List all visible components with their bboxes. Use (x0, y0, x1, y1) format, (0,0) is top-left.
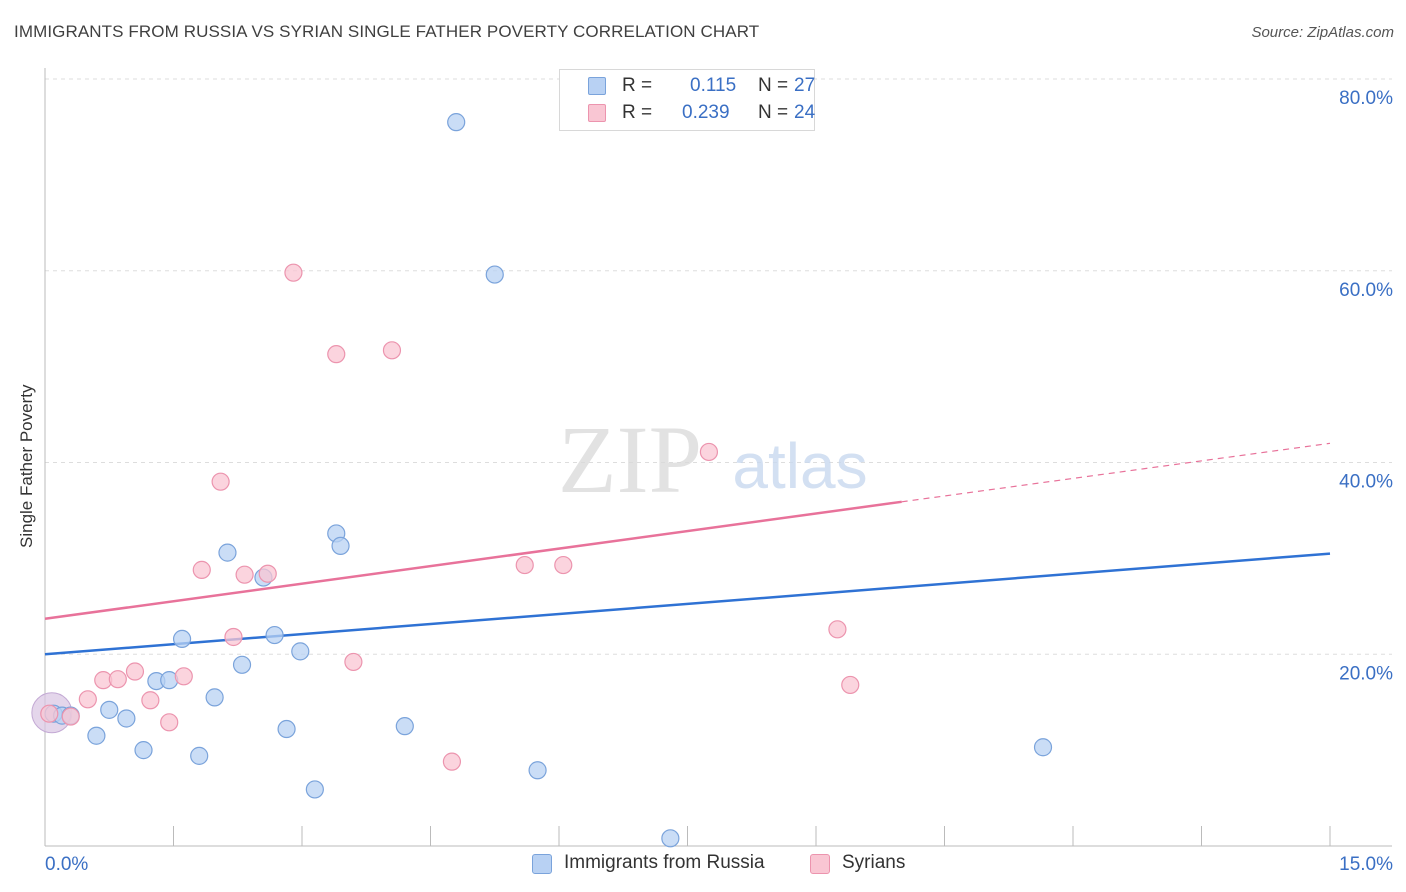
data-point-syria (78, 690, 97, 709)
bottom-legend-label-russia: Immigrants from Russia (564, 852, 765, 873)
legend-n-label: N = (758, 75, 789, 96)
grid-layer (45, 78, 1392, 655)
watermark-zip: ZIP (558, 406, 702, 513)
data-point-russia (265, 625, 284, 645)
data-point-russia (190, 746, 209, 765)
data-point-syria (160, 713, 179, 732)
legend-r-value: 0.115 (690, 75, 737, 96)
legend-n-label: N = (758, 102, 789, 123)
x-tick-label: 0.0% (45, 854, 88, 875)
data-point-russia (395, 717, 414, 736)
data-point-russia (447, 113, 466, 132)
data-point-syria (841, 675, 860, 695)
y-tick-label: 40.0% (1339, 472, 1393, 493)
y-axis-label: Single Father Poverty (17, 384, 36, 548)
trend-line-syria (44, 500, 902, 621)
data-point-syria (174, 667, 193, 686)
data-point-syria (235, 565, 254, 584)
data-point-syria (554, 555, 573, 575)
data-point-russia (117, 709, 136, 728)
data-point-russia (485, 265, 504, 284)
data-point-russia (87, 726, 106, 745)
data-point-syria (344, 652, 363, 672)
data-point-syria (108, 670, 127, 689)
bottom-legend-swatch-syria (810, 854, 830, 874)
trend-layer (44, 442, 1331, 656)
data-point-syria (442, 752, 462, 771)
data-point-russia (331, 536, 350, 556)
watermark-atlas: atlas (732, 430, 867, 502)
data-point-russia (232, 655, 252, 674)
data-point-russia (218, 543, 237, 562)
chart-title: IMMIGRANTS FROM RUSSIA VS SYRIAN SINGLE … (14, 22, 760, 41)
data-point-russia (205, 688, 224, 707)
legend-swatch-syria (588, 104, 606, 122)
data-point-syria (224, 627, 243, 647)
data-point-russia (661, 829, 680, 848)
y-tick-label: 20.0% (1339, 663, 1393, 684)
data-point-russia (1033, 738, 1053, 757)
trend-line-extension-syria (901, 442, 1331, 503)
data-point-syria (192, 560, 211, 579)
data-point-syria (515, 555, 534, 575)
legend-r-label: R = (622, 102, 653, 123)
data-point-syria (828, 620, 847, 639)
data-point-syria (211, 472, 230, 491)
points-layer (31, 113, 1053, 848)
bottom-legend-label-syria: Syrians (842, 852, 906, 873)
legend-r-value: 0.239 (682, 102, 730, 123)
x-tick-label: 15.0% (1339, 854, 1393, 875)
legend-r-label: R = (622, 75, 653, 96)
data-point-syria (327, 345, 346, 364)
bottom-legend-swatch-russia (532, 854, 552, 874)
data-point-russia (134, 741, 153, 760)
data-point-russia (277, 719, 296, 739)
y-tick-label: 80.0% (1339, 88, 1393, 109)
y-tick-label: 60.0% (1339, 280, 1393, 301)
data-point-russia (528, 761, 547, 780)
data-point-russia (100, 700, 119, 719)
data-point-russia (291, 642, 310, 661)
legend-n-value: 24 (794, 102, 816, 123)
legend-n-value: 27 (794, 75, 816, 96)
data-point-russia (172, 629, 192, 649)
data-point-russia (305, 780, 324, 799)
data-point-syria (258, 564, 277, 583)
data-point-syria (125, 662, 145, 681)
data-point-syria (141, 691, 160, 710)
trend-line-russia (44, 552, 1331, 656)
data-point-syria (699, 442, 719, 462)
source-label: Source: ZipAtlas.com (1251, 24, 1394, 41)
data-point-syria (40, 704, 59, 723)
legend-swatch-russia (588, 77, 606, 95)
data-point-syria (284, 263, 303, 282)
data-point-syria (382, 341, 402, 360)
data-point-syria (61, 707, 80, 726)
axis-layer (44, 68, 1392, 847)
legend: R = 0.115 N = 27 R = 0.239 N = 24 (559, 69, 815, 131)
tick-label-layer: 20.0% 40.0% 60.0% 80.0% 0.0% 15.0% (45, 88, 1393, 875)
